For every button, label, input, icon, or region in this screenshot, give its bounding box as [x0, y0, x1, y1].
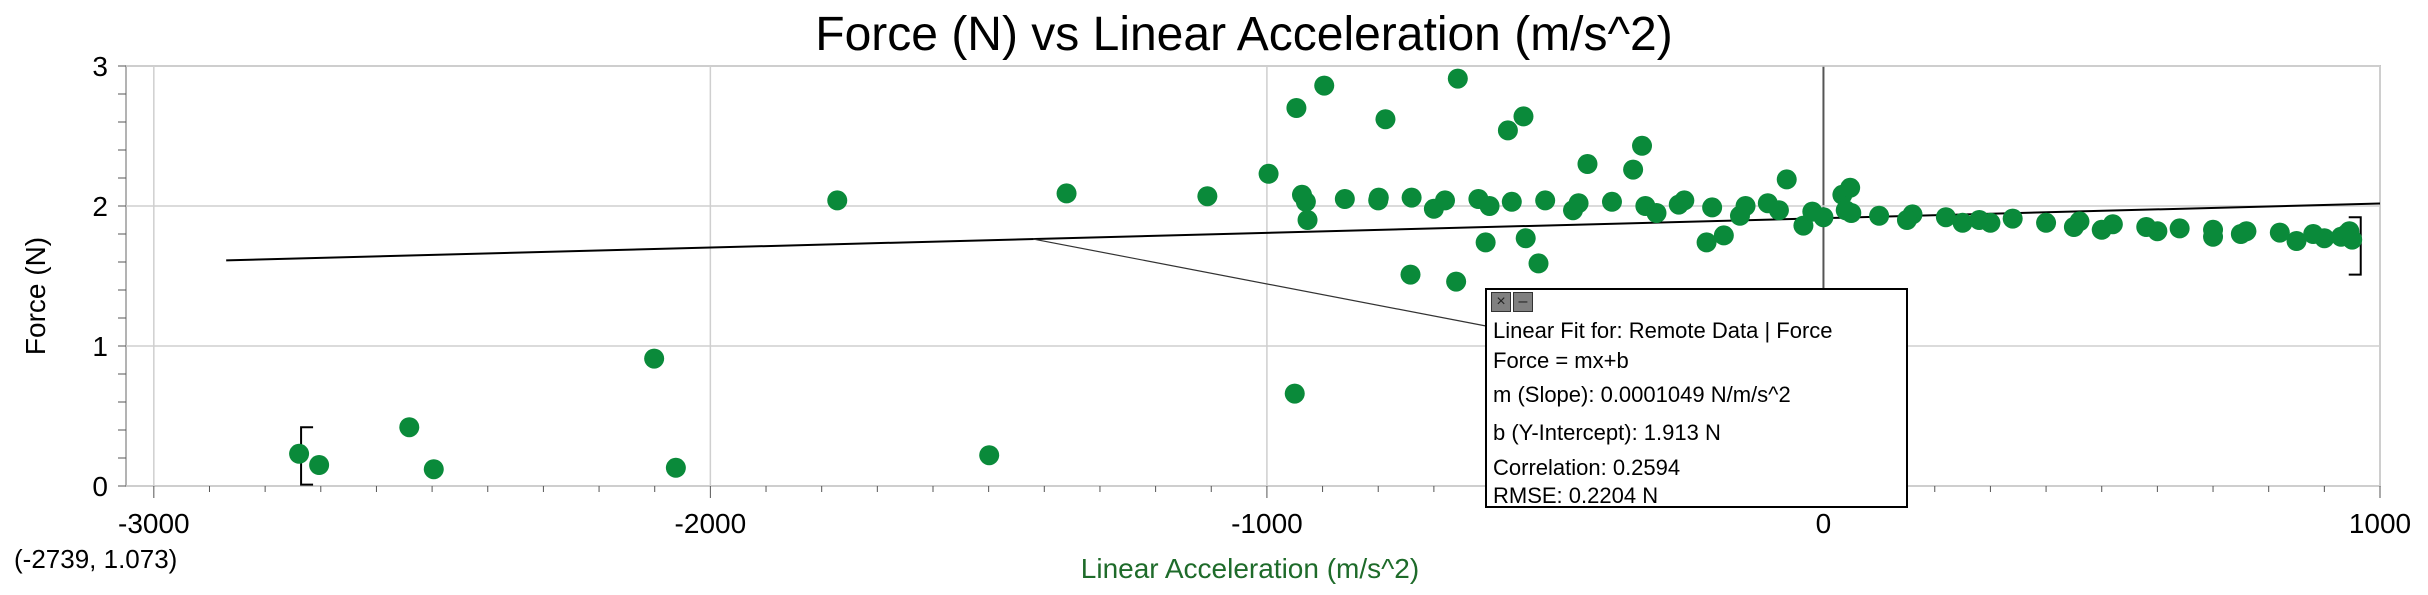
- data-point: [2342, 229, 2363, 250]
- data-point: [1513, 106, 1534, 127]
- x-tick-label: 1000: [2349, 508, 2411, 539]
- data-point: [1286, 98, 1307, 118]
- data-point: [1840, 177, 1861, 198]
- data-point: [1696, 232, 1717, 253]
- fit-title: Linear Fit for: Remote Data | Force: [1493, 318, 1833, 343]
- data-point: [1447, 68, 1468, 89]
- data-point: [399, 417, 420, 438]
- data-point: [1475, 232, 1496, 253]
- linear-fit-annotation[interactable]: × – Linear Fit for: Remote Data | Force …: [1485, 288, 1908, 508]
- data-point: [1423, 198, 1444, 219]
- data-point: [1674, 190, 1695, 211]
- data-point: [1446, 271, 1467, 292]
- data-point: [1334, 189, 1355, 209]
- chart-title: Force (N) vs Linear Acceleration (m/s^2): [815, 8, 1672, 61]
- fit-rmse: RMSE: 0.2204 N: [1493, 483, 1659, 508]
- data-point: [1297, 210, 1318, 230]
- data-point: [665, 457, 686, 478]
- data-point: [1401, 187, 1422, 208]
- y-tick-label: 2: [92, 191, 108, 222]
- data-point: [827, 190, 848, 211]
- data-point: [1577, 154, 1598, 174]
- data-point: [1935, 207, 1956, 228]
- data-point: [1501, 191, 1522, 212]
- data-point: [2036, 212, 2057, 233]
- data-point: [1980, 212, 2001, 233]
- data-point: [1729, 205, 1750, 226]
- coordinate-readout: (-2739, 1.073): [14, 544, 178, 574]
- annotation-leader: [1033, 238, 1487, 327]
- x-axis-label: Linear Acceleration (m/s^2): [1081, 553, 1419, 584]
- data-point: [1896, 210, 1917, 230]
- y-axis-label: Force (N): [20, 237, 51, 355]
- fit-line: [226, 202, 2381, 262]
- data-point: [1563, 200, 1584, 221]
- data-point: [1295, 191, 1316, 212]
- y-tick-label: 3: [92, 51, 108, 82]
- data-point: [1869, 205, 1890, 226]
- data-point: [1841, 203, 1862, 223]
- fit-equation: Force = mx+b: [1493, 348, 1629, 373]
- data-point: [1284, 383, 1305, 404]
- data-point: [1713, 225, 1734, 246]
- data-point: [1056, 183, 1077, 204]
- fit-correlation: Correlation: 0.2594: [1493, 455, 1681, 480]
- data-point: [2063, 217, 2084, 237]
- x-tick-label: -1000: [1231, 508, 1303, 539]
- data-point: [1535, 190, 1556, 211]
- data-point: [1515, 228, 1536, 249]
- data-point: [1757, 193, 1778, 214]
- data-point: [1497, 120, 1518, 141]
- data-point: [2230, 224, 2251, 244]
- data-point: [2002, 208, 2023, 229]
- x-tick-label: -3000: [118, 508, 190, 539]
- data-point: [979, 445, 1000, 466]
- close-icon[interactable]: ×: [1491, 292, 1511, 312]
- data-point: [1479, 196, 1500, 216]
- fit-intercept: b (Y-Intercept): 1.913 N: [1493, 420, 1721, 445]
- x-tick-label: -2000: [675, 508, 747, 539]
- y-tick-label: 0: [92, 471, 108, 502]
- data-point: [2269, 222, 2290, 243]
- data-point: [1632, 135, 1653, 156]
- data-point: [1776, 169, 1797, 190]
- data-point: [644, 348, 665, 369]
- data-point: [2314, 228, 2335, 249]
- data-point: [1197, 186, 1218, 207]
- data-point: [289, 443, 310, 464]
- data-point: [2091, 219, 2112, 240]
- data-point: [2286, 231, 2307, 251]
- fit-slope: m (Slope): 0.0001049 N/m/s^2: [1493, 382, 1791, 407]
- data-point: [1702, 197, 1723, 218]
- data-point: [1601, 191, 1622, 212]
- data-point: [1314, 75, 1335, 96]
- data-point: [423, 459, 444, 480]
- data-point: [1623, 159, 1644, 180]
- x-tick-label: 0: [1816, 508, 1832, 539]
- data-point: [1528, 253, 1549, 274]
- data-point: [1813, 207, 1834, 228]
- data-point: [1258, 163, 1279, 184]
- data-point: [1375, 109, 1396, 130]
- data-point: [1400, 264, 1421, 285]
- data-point: [1646, 203, 1667, 223]
- data-point: [309, 455, 330, 475]
- data-point: [2203, 226, 2224, 247]
- data-point: [1952, 212, 1973, 233]
- data-point: [2147, 221, 2168, 242]
- collapse-icon[interactable]: –: [1513, 292, 1533, 312]
- range-bracket-right: [2348, 216, 2362, 276]
- y-tick-label: 1: [92, 331, 108, 362]
- data-point: [2169, 218, 2190, 239]
- data-point: [1368, 190, 1389, 211]
